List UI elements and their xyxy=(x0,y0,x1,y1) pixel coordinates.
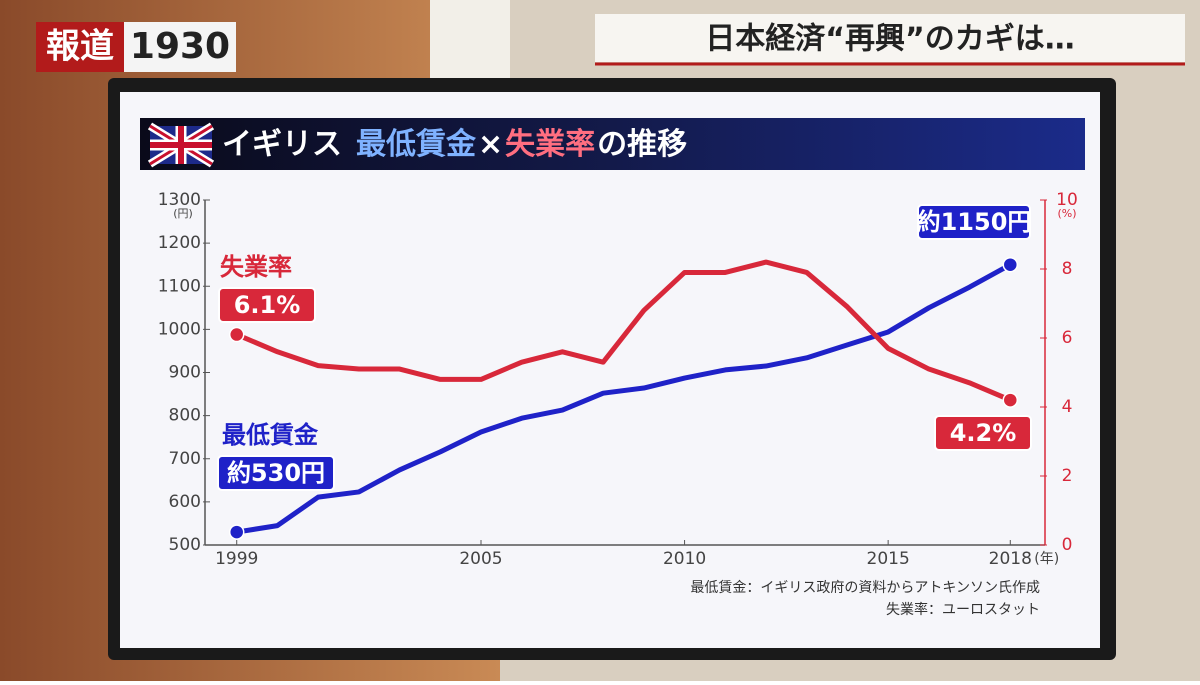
y-tick-label: 500 xyxy=(169,535,201,555)
value-label-box xyxy=(217,455,335,491)
title-part: の推移 xyxy=(597,127,687,162)
y-unit: (円) xyxy=(173,207,193,220)
y-tick-label: 700 xyxy=(169,449,201,469)
title-part: 最低賃金 xyxy=(356,127,477,162)
title-part: イギリス xyxy=(222,127,342,162)
y2-tick-label: 8 xyxy=(1062,259,1073,279)
logo: 報道 xyxy=(46,27,114,67)
value-label-box xyxy=(917,204,1031,240)
screen xyxy=(120,92,1100,648)
y2-tick-label: 10 xyxy=(1056,190,1078,210)
logo-number: 1930 xyxy=(130,26,230,67)
end-point xyxy=(228,524,245,540)
series-line xyxy=(235,259,1012,403)
x-tick-label: 2015 xyxy=(867,549,910,569)
x-tick-label: 2005 xyxy=(459,549,502,569)
value-label: 4.2% xyxy=(950,419,1017,447)
end-point xyxy=(1002,256,1019,273)
source-note: 失業率：ユーロスタット xyxy=(886,601,1040,618)
y2-unit: (%) xyxy=(1057,207,1076,220)
title-part: × xyxy=(478,127,503,162)
logo-number-box xyxy=(124,22,236,72)
y-tick-label: 800 xyxy=(169,406,201,426)
x-tick-label: 2010 xyxy=(663,549,706,569)
y2-tick-label: 6 xyxy=(1062,328,1073,348)
x-tick-label: 1999 xyxy=(215,549,258,569)
y-tick-label: 1300 xyxy=(158,190,201,210)
series-name: 最低賃金 xyxy=(222,421,319,449)
value-label: 6.1% xyxy=(234,291,301,319)
source-note: 最低賃金：イギリス政府の資料からアトキンソン氏作成 xyxy=(690,580,1040,596)
y2-tick-label: 0 xyxy=(1062,535,1073,555)
y-tick-label: 1100 xyxy=(158,276,201,296)
y-tick-label: 600 xyxy=(169,492,201,512)
series-name: 失業率 xyxy=(220,253,292,281)
y2-tick-label: 4 xyxy=(1062,397,1073,417)
value-label: 約1150円 xyxy=(917,208,1032,236)
y-tick-label: 900 xyxy=(169,363,201,383)
title-banner xyxy=(140,118,1085,170)
value-label-box xyxy=(218,287,316,323)
x-unit: (年) xyxy=(1034,551,1059,567)
uk-flag xyxy=(147,122,215,168)
wall-panel xyxy=(430,0,510,80)
headline-box xyxy=(595,14,1185,62)
end-point xyxy=(1002,392,1019,408)
x-tick-label: 2018 xyxy=(989,549,1032,569)
headline: 日本経済“再興”のカギは… xyxy=(705,22,1074,57)
y-tick-label: 1200 xyxy=(158,233,201,253)
end-point xyxy=(228,326,245,343)
chart-title: イギリス 最低賃金×失業率の推移 xyxy=(222,127,687,162)
title-part: 失業率 xyxy=(505,127,595,162)
series-line xyxy=(236,262,1012,535)
y-tick-label: 1000 xyxy=(158,319,201,339)
y2-tick-label: 2 xyxy=(1062,466,1073,486)
logo-box xyxy=(36,22,124,72)
value-label-box xyxy=(934,415,1032,451)
value-label: 約530円 xyxy=(227,459,325,487)
